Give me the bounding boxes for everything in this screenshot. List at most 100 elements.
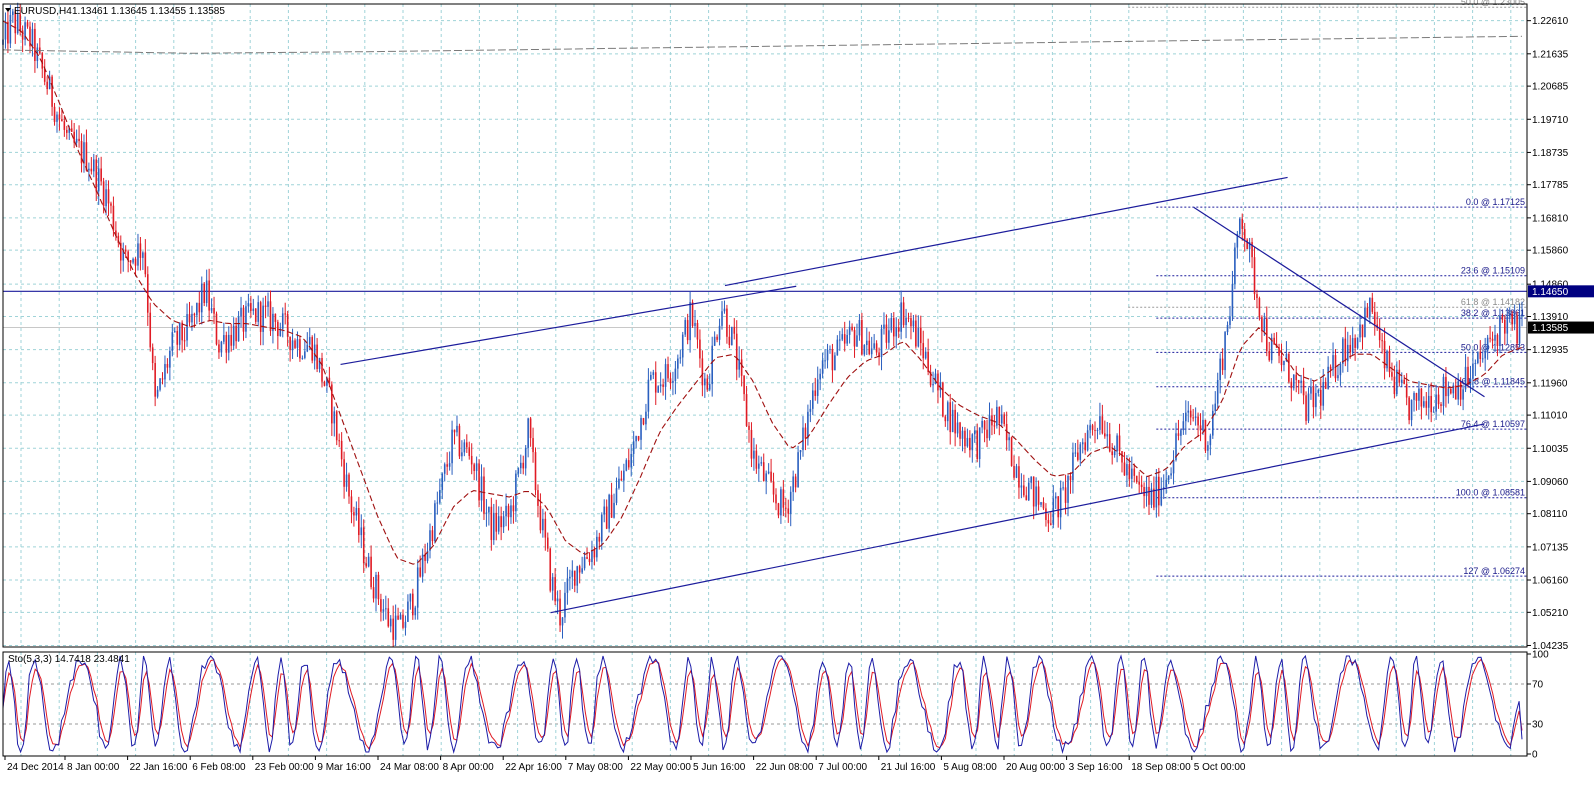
candle-body [647, 379, 650, 412]
candle-body [12, 11, 14, 15]
candle-body [816, 379, 819, 396]
candle-body [1032, 476, 1035, 507]
candle-body [1094, 429, 1096, 431]
candle-body [200, 283, 203, 313]
candle-body [1231, 283, 1234, 317]
symbol-menu-icon[interactable] [5, 8, 11, 12]
candle-body [608, 494, 610, 529]
candle-body [524, 447, 527, 469]
candle-body [542, 518, 544, 531]
candle-body [188, 314, 191, 323]
trendline[interactable] [550, 423, 1485, 614]
candle-body [760, 462, 763, 464]
stochastic-lines [2, 654, 1523, 754]
candle-body [1418, 388, 1420, 401]
candle-body [686, 320, 689, 341]
long-term-moving-average [2, 35, 1523, 54]
candle-body [1027, 482, 1030, 501]
candle-body [512, 505, 515, 512]
candle-body [1391, 372, 1393, 377]
candle-body [632, 441, 635, 454]
candle-body [954, 409, 956, 434]
candle-body [156, 389, 159, 397]
candle-body [618, 478, 620, 489]
candle-body [1496, 334, 1499, 347]
candle-body [299, 339, 301, 359]
candle-body [1344, 338, 1347, 362]
candle-body [343, 459, 345, 487]
candle-body [146, 274, 149, 313]
candle-body [296, 339, 299, 348]
candle-body [196, 302, 198, 316]
candle-body [1413, 393, 1415, 400]
candle-body [1462, 389, 1464, 400]
candle-body [1175, 433, 1177, 461]
x-tick-label: 24 Mar 08:00 [380, 762, 439, 773]
candle-body [318, 358, 321, 369]
candle-body [1106, 434, 1109, 437]
fib-level-label: 23.6 @ 1.15109 [1461, 266, 1525, 276]
candle-body [873, 343, 875, 349]
candle-body [409, 593, 412, 602]
candle-body [1229, 316, 1231, 325]
candle-body [546, 537, 549, 549]
candle-body [1111, 451, 1113, 456]
candle-body [892, 318, 895, 337]
candle-body [1361, 324, 1364, 338]
candle-body [1420, 388, 1423, 407]
candle-body [885, 324, 888, 343]
price-axis-labels: 1.22610 1.21635 1.20685 1.19710 1.18735 1.177… [1527, 16, 1569, 761]
candle-body [993, 425, 996, 427]
candle-body [1288, 353, 1290, 382]
candle-body [1432, 411, 1435, 413]
candle-body [988, 415, 991, 439]
candle-body [951, 409, 954, 433]
candle-body [517, 468, 520, 474]
candle-body [277, 321, 279, 337]
candle-body [711, 345, 713, 385]
axes [2, 3, 1528, 757]
candle-body [1403, 379, 1406, 384]
trendline[interactable] [724, 176, 1288, 287]
candle-body [377, 574, 380, 600]
candle-body [497, 516, 500, 532]
candle-body [986, 429, 988, 439]
trendline[interactable] [340, 285, 797, 366]
candle-body [75, 138, 78, 143]
candle-body [615, 488, 618, 503]
candle-body [407, 601, 409, 622]
candle-body [1516, 315, 1518, 344]
candle-body [382, 609, 385, 612]
candle-body [127, 251, 129, 261]
horizontal-lines [3, 290, 1527, 329]
candle-body [1030, 476, 1033, 483]
candle-body [434, 503, 436, 542]
candle-body [215, 313, 218, 345]
candle-body [90, 168, 93, 172]
candle-body [946, 402, 949, 422]
candle-body [1086, 430, 1089, 451]
candle-body [14, 11, 17, 34]
candle-body [603, 506, 606, 515]
candle-body [181, 322, 183, 341]
trendline[interactable] [1193, 206, 1485, 398]
candle-body [262, 305, 264, 332]
candle-body [969, 437, 971, 451]
candle-body [257, 302, 260, 322]
candle-body [1474, 363, 1477, 365]
candle-body [1371, 297, 1374, 312]
candle-body [1506, 316, 1509, 334]
candle-body [902, 302, 905, 326]
candle-body [758, 463, 760, 469]
candle-body [68, 128, 71, 133]
candle-body [559, 598, 561, 626]
candle-body [642, 418, 645, 425]
candle-body [1491, 338, 1494, 341]
candle-body [304, 351, 306, 358]
candle-body [1077, 452, 1079, 460]
candle-body [448, 463, 451, 467]
candle-body [360, 527, 363, 536]
trendlines[interactable] [2, 35, 1523, 614]
candle-body [716, 336, 718, 340]
